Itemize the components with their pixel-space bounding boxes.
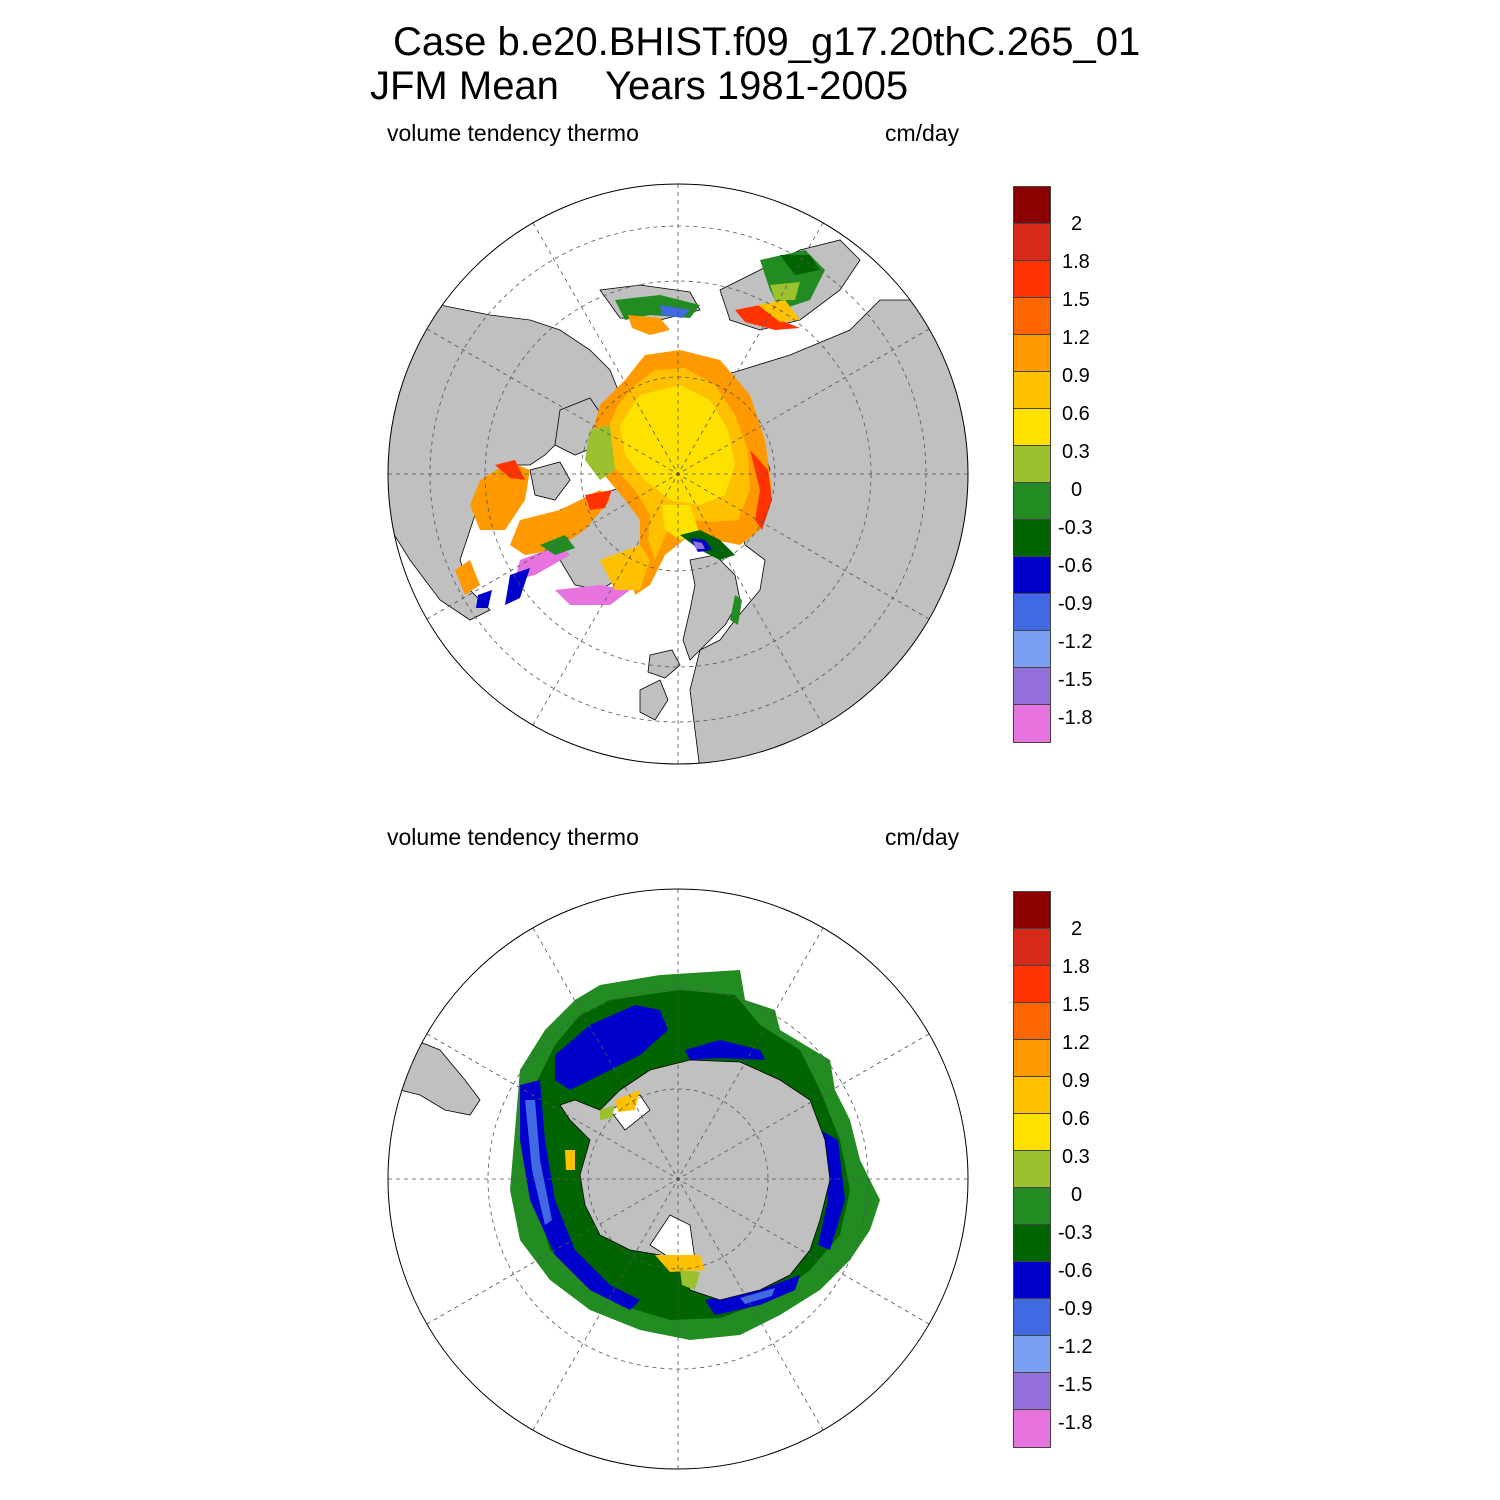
arctic-variable-label: volume tendency thermo [387,120,639,146]
iceland-landmass [647,649,681,679]
antarctic-map [387,888,969,1470]
arctic-colorbar-box [1014,520,1050,557]
antarctic-colorbar-label: 0.9 [1062,1070,1090,1092]
antarctic-map-border [387,888,969,1470]
antarctic-colorbar-box [1014,1336,1050,1373]
scandinavia-landmass [682,554,741,661]
antarctic-colorbar-label: 0 [1071,1184,1083,1206]
antarctic-colorbar-label: -1.2 [1058,1336,1093,1358]
plot-title-case: Case b.e20.BHIST.f09_g17.20thC.265_01 [393,20,1141,64]
arctic-colorbar-box [1014,335,1050,372]
arctic-colorbar-label: -1.5 [1058,669,1093,691]
antarctic-colorbar-box [1014,1003,1050,1040]
antarctic-colorbar-box [1014,1077,1050,1114]
antarctic-colorbar-box [1014,1114,1050,1151]
years-label: Years 1981-2005 [604,64,909,108]
antarctic-colorbar-label: 0.6 [1062,1108,1090,1130]
antarctic-colorbar-label: 1.5 [1062,994,1090,1016]
arctic-colorbar-box [1014,483,1050,520]
arctic-colorbar-label: -1.2 [1058,631,1093,653]
arctic-colorbar-box [1014,261,1050,298]
antarctic-colorbar-box [1014,929,1050,966]
antarctic-colorbar-label: -0.6 [1058,1260,1093,1282]
season-label: JFM Mean [370,64,559,108]
weddell-sea-melt [555,1005,668,1090]
arctic-colorbar-label: 1.8 [1062,251,1090,273]
antarctic-colorbar-box [1014,966,1050,1003]
antarctic-colorbar-label: -1.8 [1058,1412,1093,1434]
north-america-landmass [388,299,621,621]
antarctic-colorbar-box [1014,1299,1050,1336]
antarctic-colorbar-label: 1.8 [1062,956,1090,978]
antarctic-colorbar-box [1014,1225,1050,1262]
arctic-colorbar-box [1014,668,1050,705]
arctic-colorbar-box [1014,372,1050,409]
antarctic-colorbar-box [1014,1410,1050,1447]
arctic-colorbar-box [1014,409,1050,446]
arctic-colorbar-label: 2 [1071,213,1083,235]
arctic-map-border [387,183,969,765]
arctic-colorbar-box [1014,705,1050,742]
antarctic-colorbar-label: -1.5 [1058,1374,1093,1396]
arctic-colorbar-label: 0 [1071,479,1083,501]
antarctic-colorbar-box [1014,1373,1050,1410]
arctic-colorbar-box [1014,446,1050,483]
antarctic-units-label: cm/day [885,824,960,850]
arctic-map [387,183,969,765]
arctic-colorbar-box [1014,187,1050,224]
arctic-colorbar-label: 1.2 [1062,327,1090,349]
arctic-colorbar [1013,186,1051,743]
antarctic-graticule [388,889,968,1469]
arctic-ice-yellow-core [620,385,735,505]
arctic-graticule [388,184,968,764]
arctic-colorbar-label: 1.5 [1062,289,1090,311]
arctic-colorbar-label: -0.6 [1058,555,1093,577]
arctic-colorbar-box [1014,298,1050,335]
arctic-colorbar-label: 0.6 [1062,403,1090,425]
antarctic-colorbar-box [1014,892,1050,929]
antarctic-colorbar-label: 2 [1071,918,1083,940]
arctic-colorbar-label: -1.8 [1058,707,1093,729]
arctic-colorbar-box [1014,594,1050,631]
arctic-colorbar-label: 0.9 [1062,365,1090,387]
arctic-colorbar-box [1014,557,1050,594]
arctic-colorbar-label: -0.3 [1058,517,1093,539]
arctic-colorbar-label: -0.9 [1058,593,1093,615]
arctic-colorbar-box [1014,224,1050,261]
antarctic-colorbar-box [1014,1040,1050,1077]
antarctic-colorbar-box [1014,1188,1050,1225]
antarctic-colorbar-label: 1.2 [1062,1032,1090,1054]
plot-title-period: JFM Mean Years 1981-2005 [370,64,908,108]
antarctic-colorbar-label: -0.3 [1058,1222,1093,1244]
antarctic-colorbar-label: 0.3 [1062,1146,1090,1168]
arctic-colorbar-box [1014,631,1050,668]
arctic-units-label: cm/day [885,120,960,146]
antarctic-colorbar-label: -0.9 [1058,1298,1093,1320]
antarctic-colorbar-box [1014,1262,1050,1299]
antarctic-colorbar-box [1014,1151,1050,1188]
arctic-colorbar-label: 0.3 [1062,441,1090,463]
antarctic-colorbar [1013,891,1051,1448]
antarctic-variable-label: volume tendency thermo [387,824,639,850]
